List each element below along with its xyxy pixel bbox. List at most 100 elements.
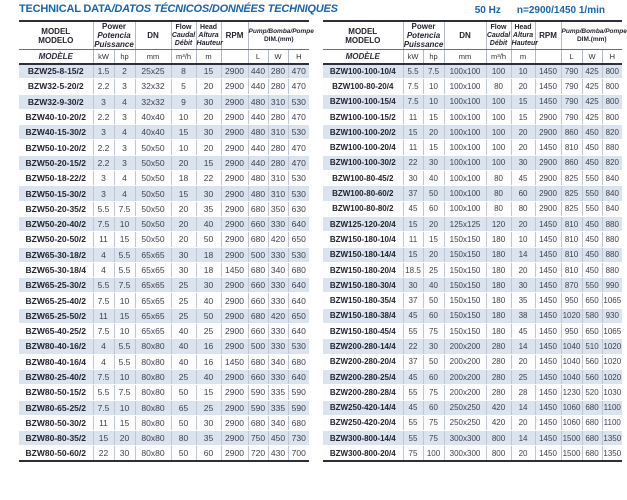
value-cell: 3 (93, 185, 115, 202)
value-cell: 150x150 (444, 323, 487, 340)
value-cell: 30 (114, 445, 136, 462)
value-cell: 660 (248, 277, 269, 294)
value-cell: 80x80 (135, 400, 172, 416)
value-cell: 35 (511, 292, 536, 309)
value-cell: 440 (248, 78, 269, 95)
value-cell: 420 (486, 415, 512, 432)
unit-mm: mm (135, 49, 172, 65)
value-cell: 450 (582, 247, 603, 263)
value-cell: 50x50 (135, 231, 172, 248)
value-cell: 100x100 (444, 201, 487, 217)
value-cell: 30 (511, 155, 536, 172)
value-cell: 15 (93, 430, 115, 447)
value-cell: 650 (582, 292, 603, 309)
table-row: BZW100-80-80/2 45 60 100x100 80 80 2900 825 550 8… (323, 201, 623, 217)
model-cell: BZW125-120-20/4 (323, 216, 404, 233)
table-row: BZW80-40-16/2 4 5.5 80x80 40 16 2900 500 330 530 (19, 338, 310, 355)
value-cell: 500 (248, 247, 269, 263)
value-cell: 18 (196, 262, 222, 279)
value-cell: 7.5 (93, 323, 115, 340)
value-cell: 100x100 (444, 185, 487, 202)
value-cell: 50x50 (135, 139, 172, 156)
value-cell: 530 (288, 185, 310, 202)
value-cell: 18.5 (403, 262, 424, 279)
value-cell: 37 (403, 292, 424, 309)
value-cell: 20 (196, 139, 222, 156)
value-cell: 75 (423, 323, 445, 340)
value-cell: 800 (486, 445, 512, 462)
unit-hp: hp (423, 49, 445, 65)
value-cell: 30 (511, 277, 536, 294)
value-cell: 20 (171, 201, 197, 217)
value-cell: 1020 (561, 308, 583, 325)
value-cell: 590 (248, 384, 269, 401)
model-cell: BZW80-50-60/2 (19, 445, 94, 462)
value-cell: 1450 (535, 78, 562, 95)
value-cell: 20 (511, 445, 536, 462)
value-cell: 310 (268, 124, 289, 141)
model-cell: BZW100-80-45/2 (323, 170, 404, 187)
value-cell: 15 (423, 109, 445, 126)
value-cell: 150x150 (444, 262, 487, 279)
value-cell: 310 (268, 170, 289, 187)
value-cell: 4 (93, 262, 115, 279)
value-cell: 80 (486, 185, 512, 202)
value-cell: 2900 (535, 124, 562, 141)
model-cell: BZW150-180-45/4 (323, 323, 404, 340)
value-cell: 7.5 (114, 277, 136, 294)
table-row: BZW250-420-20/4 55 75 250x250 420 20 1450 1060 6… (323, 415, 623, 432)
value-cell: 2900 (221, 185, 249, 202)
value-cell: 500 (248, 338, 269, 355)
value-cell: 22 (196, 170, 222, 187)
value-cell: 25 (171, 308, 197, 325)
value-cell: 10 (423, 78, 445, 95)
value-cell: 430 (268, 445, 289, 462)
value-cell: 640 (288, 369, 310, 386)
value-cell: 880 (602, 247, 623, 263)
value-cell: 20 (511, 124, 536, 141)
value-cell: 200x200 (444, 354, 487, 370)
table-row: BZW80-65-25/2 7.5 10 80x80 65 25 2900 590 335 590 (19, 400, 310, 416)
value-cell: 18 (196, 247, 222, 263)
value-cell: 200x200 (444, 369, 487, 386)
table-row: BZW32-5-20/2 2.2 3 32x32 5 20 2900 440 280 470 (19, 78, 310, 95)
value-cell: 450 (268, 430, 289, 447)
value-cell: 5.5 (114, 262, 136, 279)
value-cell: 880 (602, 262, 623, 279)
value-cell: 1450 (535, 338, 562, 355)
value-cell: 2900 (221, 78, 249, 95)
model-cell: BZW80-80-35/2 (19, 430, 94, 447)
value-cell: 930 (602, 308, 623, 325)
value-cell: 80x80 (135, 430, 172, 447)
table-row: BZW150-180-20/4 18.5 25 150x150 180 20 1450 810… (323, 262, 623, 279)
model-cell: BZW65-25-30/2 (19, 277, 94, 294)
value-cell: 2900 (221, 277, 249, 294)
model-cell: BZW80-65-25/2 (19, 400, 94, 416)
value-cell: 1500 (561, 430, 583, 447)
value-cell: 65 (171, 400, 197, 416)
model-cell: BZW80-50-15/2 (19, 384, 94, 401)
value-cell: 25 (171, 369, 197, 386)
value-cell: 1020 (602, 369, 623, 386)
value-cell: 16 (196, 338, 222, 355)
value-cell: 640 (288, 216, 310, 233)
value-cell: 480 (248, 124, 269, 141)
value-cell: 100 (486, 124, 512, 141)
col-header-flow: Flow Caudal Débit (486, 21, 512, 50)
value-cell: 50x50 (135, 185, 172, 202)
value-cell: 3 (93, 170, 115, 187)
value-cell: 800 (602, 78, 623, 95)
value-cell: 750 (248, 430, 269, 447)
value-cell: 530 (288, 94, 310, 110)
technical-data-table-left: MODEL MODELO Power Potencia Puissance DN Fl… (19, 20, 314, 463)
value-cell: 1350 (602, 445, 623, 462)
table-row: BZW100-80-60/2 37 50 100x100 80 60 2900 825 550 8… (323, 185, 623, 202)
table-row: BZW40-15-30/2 3 4 40x40 15 30 2900 480 310 530 (19, 124, 310, 141)
value-cell: 150x150 (444, 292, 487, 309)
model-cell: BZW50-10-20/2 (19, 139, 94, 156)
table-row: BZW100-100-30/2 22 30 100x100 100 30 2900 860 45… (323, 155, 623, 172)
value-cell: 60 (423, 369, 445, 386)
value-cell: 2.2 (93, 109, 115, 126)
table-row: BZW150-180-45/4 55 75 150x150 180 45 1450 950 65… (323, 323, 623, 340)
value-cell: 4 (93, 338, 115, 355)
